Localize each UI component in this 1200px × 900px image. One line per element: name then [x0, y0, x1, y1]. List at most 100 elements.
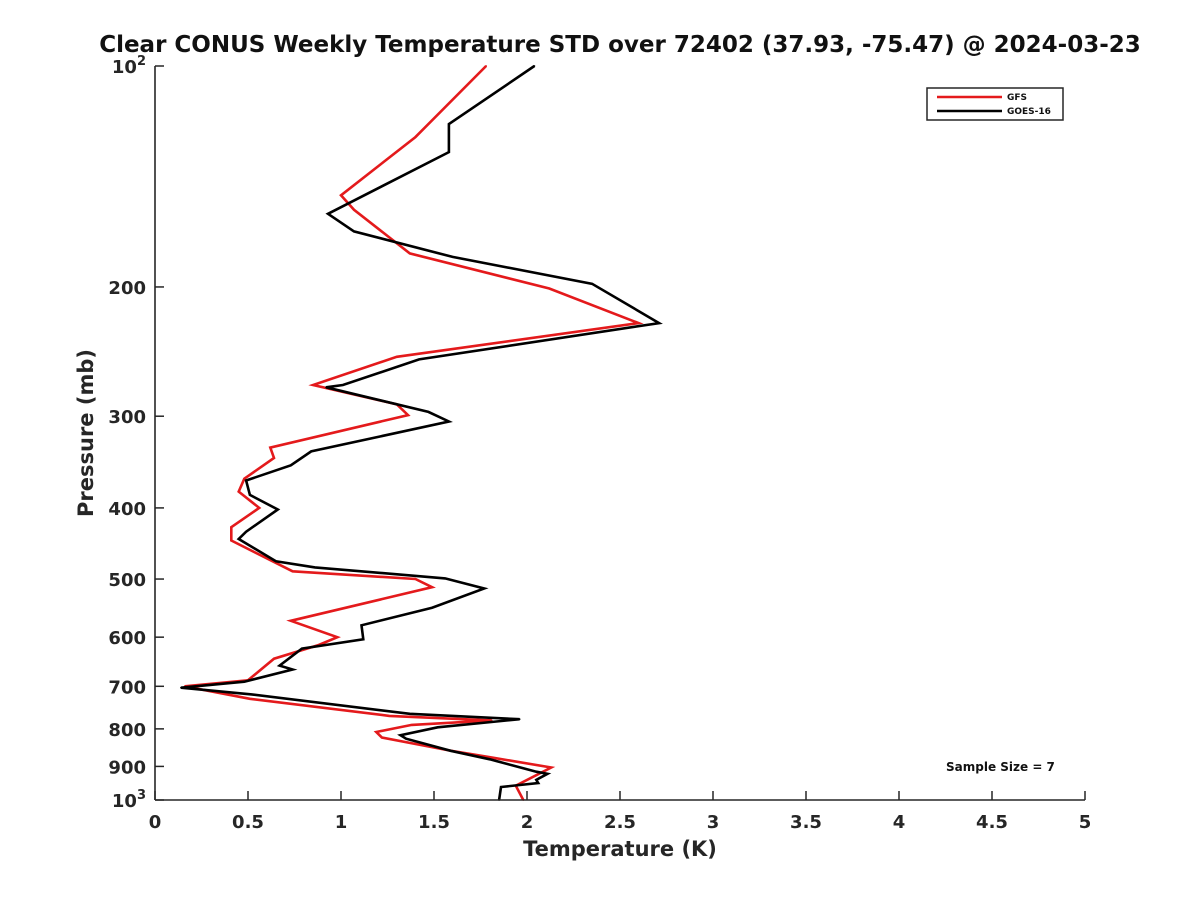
- y-tick-label-600: 600: [108, 628, 146, 649]
- data-point-gfs-30: [410, 724, 413, 726]
- data-point-goes-16-11: [427, 411, 430, 413]
- series-layer: [180, 64, 663, 801]
- data-point-goes-16-18: [245, 530, 248, 533]
- data-point-gfs-16: [230, 526, 233, 529]
- data-point-goes-16-25: [360, 624, 363, 627]
- x-ticks: 0 0.5 1 1.5 2 2.5 3 3.5 4 4.5 5: [149, 791, 1092, 833]
- y-tick-label-300: 300: [108, 407, 146, 428]
- y-tick-label-800: 800: [108, 720, 146, 741]
- series-line-gfs: [184, 65, 644, 801]
- data-point-goes-16-10: [325, 386, 327, 389]
- data-point-goes-16-6: [591, 282, 593, 285]
- data-point-gfs-18: [291, 570, 294, 573]
- data-point-gfs-22: [336, 636, 339, 639]
- data-point-gfs-12: [273, 457, 275, 459]
- sample-size-annotation: Sample Size = 7: [946, 760, 1055, 774]
- data-point-goes-16-31: [180, 686, 182, 689]
- data-point-goes-16-35: [436, 726, 439, 729]
- x-tick-label-1: 1: [335, 812, 348, 833]
- data-point-goes-16-0: [533, 65, 536, 67]
- data-point-gfs-1: [414, 136, 417, 139]
- x-tick-label-0: 0: [149, 812, 162, 833]
- data-point-goes-16-38: [449, 749, 452, 752]
- data-point-goes-16-34: [518, 718, 521, 721]
- axes-layer: [154, 66, 1085, 801]
- x-axis-label: Temperature (K): [523, 837, 717, 861]
- data-point-gfs-24: [273, 657, 275, 660]
- data-point-gfs-7: [395, 355, 398, 358]
- data-point-goes-16-19: [237, 538, 240, 540]
- y-tick-label-700: 700: [108, 677, 146, 698]
- x-tick-label-2-5: 2.5: [604, 812, 636, 833]
- data-point-goes-16-32: [250, 693, 253, 696]
- data-point-gfs-14: [237, 490, 240, 493]
- data-point-goes-16-3: [327, 212, 329, 215]
- data-point-goes-16-41: [535, 770, 538, 773]
- series-line-goes-16: [180, 64, 663, 801]
- data-point-gfs-6: [637, 322, 640, 324]
- data-point-goes-16-42: [546, 772, 549, 775]
- data-point-gfs-27: [249, 697, 251, 700]
- y-tick-label-1000: 103: [112, 788, 146, 812]
- data-point-gfs-21: [289, 619, 292, 622]
- data-point-gfs-0: [485, 65, 487, 67]
- data-point-goes-16-15: [245, 479, 248, 482]
- data-point-goes-16-14: [289, 464, 292, 467]
- x-tick-label-1-5: 1.5: [418, 812, 450, 833]
- data-point-gfs-20: [431, 586, 433, 589]
- data-point-goes-16-1: [448, 123, 450, 125]
- data-point-goes-16-13: [310, 450, 313, 453]
- x-tick-label-3: 3: [707, 812, 720, 833]
- x-tick-label-0-5: 0.5: [232, 812, 264, 833]
- data-point-goes-16-24: [431, 606, 433, 609]
- chart-title: Clear CONUS Weekly Temperature STD over …: [99, 32, 1141, 58]
- x-tick-label-5: 5: [1079, 812, 1092, 833]
- data-point-goes-16-17: [276, 508, 279, 511]
- data-point-gfs-34: [492, 756, 495, 759]
- data-point-goes-16-9: [342, 384, 344, 386]
- data-point-gfs-8: [312, 384, 314, 386]
- x-tick-label-4: 4: [893, 812, 906, 833]
- data-point-goes-16-22: [444, 577, 447, 580]
- data-point-gfs-13: [243, 477, 246, 480]
- data-point-goes-16-20: [275, 560, 277, 563]
- data-point-gfs-5: [548, 287, 551, 290]
- data-point-goes-16-29: [291, 668, 294, 671]
- data-point-gfs-10: [407, 414, 409, 416]
- data-point-goes-16-43: [535, 779, 538, 781]
- data-point-goes-16-28: [278, 664, 281, 667]
- data-point-gfs-17: [230, 539, 233, 542]
- y-ticks: 102 200 300 400 500 600 700 800 900 103: [108, 54, 164, 812]
- data-point-goes-16-2: [448, 151, 450, 154]
- legend-label-gfs: GFS: [1007, 93, 1027, 103]
- y-tick-label-100: 102: [112, 54, 146, 78]
- y-tick-label-400: 400: [108, 499, 146, 520]
- data-point-goes-16-27: [301, 647, 303, 650]
- data-point-goes-16-39: [488, 758, 491, 761]
- y-tick-label-200: 200: [108, 278, 146, 299]
- x-tick-label-3-5: 3.5: [790, 812, 822, 833]
- x-tick-label-2: 2: [521, 812, 534, 833]
- data-point-gfs-2: [340, 194, 342, 197]
- data-point-goes-16-4: [353, 230, 355, 233]
- data-point-gfs-19: [414, 578, 417, 580]
- data-point-goes-16-33: [408, 712, 411, 715]
- y-axis-label: Pressure (mb): [74, 349, 98, 517]
- data-point-goes-16-37: [405, 737, 407, 740]
- x-tick-label-4-5: 4.5: [976, 812, 1008, 833]
- data-point-goes-16-36: [399, 734, 402, 737]
- data-point-goes-16-44: [537, 782, 540, 784]
- legend: GFS GOES-16: [926, 87, 1064, 121]
- data-point-goes-16-30: [243, 680, 246, 683]
- data-point-gfs-31: [375, 731, 378, 733]
- data-point-gfs-11: [269, 446, 272, 449]
- data-point-goes-16-16: [249, 494, 251, 496]
- data-point-goes-16-5: [451, 256, 454, 258]
- data-point-goes-16-23: [483, 587, 486, 590]
- data-point-gfs-28: [388, 715, 391, 717]
- data-point-goes-16-7: [658, 322, 660, 324]
- legend-label-goes16: GOES-16: [1007, 107, 1051, 117]
- data-point-gfs-3: [353, 208, 355, 211]
- data-point-goes-16-40: [520, 766, 523, 769]
